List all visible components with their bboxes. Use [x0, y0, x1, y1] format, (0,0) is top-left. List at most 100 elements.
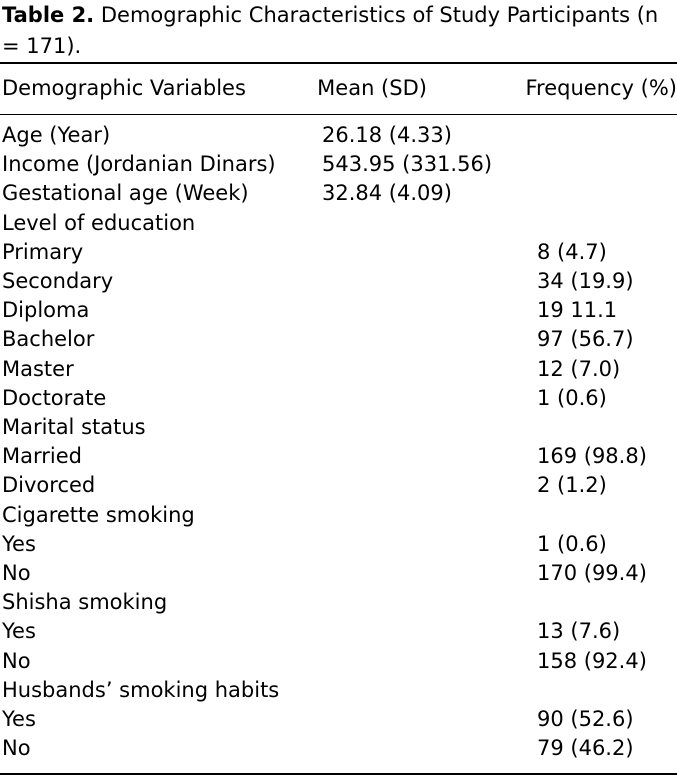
- variable-cell: Age (Year): [2, 123, 111, 147]
- table-row: No 79 (46.2): [0, 734, 677, 763]
- table-row: Age (Year) 26.18 (4.33): [0, 121, 677, 150]
- table-header-rule: [0, 114, 677, 115]
- mean-cell: [322, 384, 537, 413]
- frequency-cell: 2 (1.2): [537, 473, 607, 498]
- mean-cell: [322, 296, 537, 325]
- table-row: Shisha smoking: [0, 588, 677, 617]
- table-row: Gestational age (Week) 32.84 (4.09): [0, 179, 677, 208]
- mean-cell: [322, 530, 537, 559]
- mean-cell: [322, 355, 537, 384]
- mean-cell: [322, 238, 537, 267]
- variable-cell: Doctorate: [2, 385, 107, 410]
- table-row: No 158 (92.4): [0, 647, 677, 676]
- variable-cell: Shisha smoking: [2, 590, 168, 615]
- variable-cell: Husbands’ smoking habits: [2, 677, 280, 702]
- mean-cell: [322, 501, 537, 530]
- table-row: Husbands’ smoking habits: [0, 676, 677, 705]
- frequency-cell: 1 (0.6): [537, 385, 607, 410]
- column-header-variables: Demographic Variables: [2, 76, 246, 100]
- table-header: Demographic Variables Mean (SD) Frequenc…: [0, 70, 677, 106]
- frequency-cell: 170 (99.4): [537, 561, 647, 586]
- table-row: Doctorate 1 (0.6): [0, 384, 677, 413]
- mean-cell: [322, 617, 537, 646]
- frequency-cell: [537, 413, 677, 442]
- table-row: Level of education: [0, 209, 677, 238]
- mean-cell: [322, 559, 537, 588]
- mean-cell: [322, 325, 537, 354]
- table-row: Cigarette smoking: [0, 501, 677, 530]
- frequency-cell: 97 (56.7): [537, 327, 634, 352]
- mean-cell: [322, 734, 537, 763]
- variable-cell: Yes: [2, 619, 36, 644]
- table-row: Secondary 34 (19.9): [0, 267, 677, 296]
- mean-cell: 26.18 (4.33): [322, 123, 452, 147]
- table-row: Yes 13 (7.6): [0, 617, 677, 646]
- variable-cell: Master: [2, 356, 74, 381]
- frequency-cell: 79 (46.2): [537, 736, 634, 761]
- variable-cell: Level of education: [2, 210, 196, 235]
- mean-cell: 32.84 (4.09): [322, 181, 452, 206]
- table-caption: Table 2. Demographic Characteristics of …: [2, 0, 662, 62]
- table-row: Master 12 (7.0): [0, 355, 677, 384]
- table-row: Income (Jordanian Dinars) 543.95 (331.56): [0, 150, 677, 179]
- mean-cell: [322, 647, 537, 676]
- frequency-cell: [537, 588, 677, 617]
- table-bottom-rule: [0, 773, 677, 775]
- frequency-cell: [537, 121, 677, 150]
- table-caption-label: Table 2.: [2, 3, 95, 27]
- variable-cell: Married: [2, 444, 82, 469]
- frequency-cell: 34 (19.9): [537, 269, 634, 294]
- variable-cell: Cigarette smoking: [2, 502, 195, 527]
- frequency-cell: 158 (92.4): [537, 648, 647, 673]
- table-row: Married 169 (98.8): [0, 442, 677, 471]
- variable-cell: Marital status: [2, 415, 146, 440]
- table-caption-text: Demographic Characteristics of Study Par…: [2, 3, 659, 58]
- column-header-frequency: Frequency (%): [525, 76, 677, 100]
- mean-cell: [322, 209, 537, 238]
- header-row: Demographic Variables Mean (SD) Frequenc…: [0, 70, 677, 106]
- frequency-cell: 1 (0.6): [537, 531, 607, 556]
- mean-cell: [322, 442, 537, 471]
- frequency-cell: [537, 676, 677, 705]
- mean-cell: 543.95 (331.56): [322, 152, 493, 177]
- table-row: Diploma 19 11.1: [0, 296, 677, 325]
- mean-cell: [322, 267, 537, 296]
- table-body: Age (Year) 26.18 (4.33) Income (Jordanian …: [0, 121, 677, 763]
- variable-cell: Yes: [2, 531, 36, 556]
- variable-cell: Primary: [2, 239, 84, 264]
- frequency-cell: [537, 501, 677, 530]
- variable-cell: Bachelor: [2, 327, 95, 352]
- frequency-cell: 90 (52.6): [537, 707, 634, 732]
- frequency-cell: 169 (98.8): [537, 444, 647, 469]
- table-row: Yes 90 (52.6): [0, 705, 677, 734]
- table-row: Divorced 2 (1.2): [0, 471, 677, 500]
- mean-cell: [322, 413, 537, 442]
- table-row: Primary 8 (4.7): [0, 238, 677, 267]
- mean-cell: [322, 676, 537, 705]
- variable-cell: Divorced: [2, 473, 96, 498]
- variable-cell: Diploma: [2, 298, 90, 323]
- variable-cell: No: [2, 736, 31, 761]
- mean-cell: [322, 588, 537, 617]
- variable-cell: No: [2, 561, 31, 586]
- table-row: No 170 (99.4): [0, 559, 677, 588]
- frequency-cell: [537, 179, 677, 208]
- frequency-cell: 19 11.1: [537, 298, 618, 323]
- table-row: Marital status: [0, 413, 677, 442]
- frequency-cell: [537, 209, 677, 238]
- mean-cell: [322, 705, 537, 734]
- variable-cell: Yes: [2, 707, 36, 732]
- frequency-cell: 12 (7.0): [537, 356, 621, 381]
- frequency-cell: [537, 150, 677, 179]
- frequency-cell: 13 (7.6): [537, 619, 621, 644]
- frequency-cell: 8 (4.7): [537, 239, 607, 264]
- variable-cell: Income (Jordanian Dinars): [2, 152, 276, 177]
- variable-cell: Secondary: [2, 269, 114, 294]
- mean-cell: [322, 471, 537, 500]
- table-row: Bachelor 97 (56.7): [0, 325, 677, 354]
- table-row: Yes 1 (0.6): [0, 530, 677, 559]
- table-top-rule: [0, 62, 677, 64]
- variable-cell: Gestational age (Week): [2, 181, 249, 206]
- variable-cell: No: [2, 648, 31, 673]
- column-header-mean: Mean (SD): [317, 76, 427, 100]
